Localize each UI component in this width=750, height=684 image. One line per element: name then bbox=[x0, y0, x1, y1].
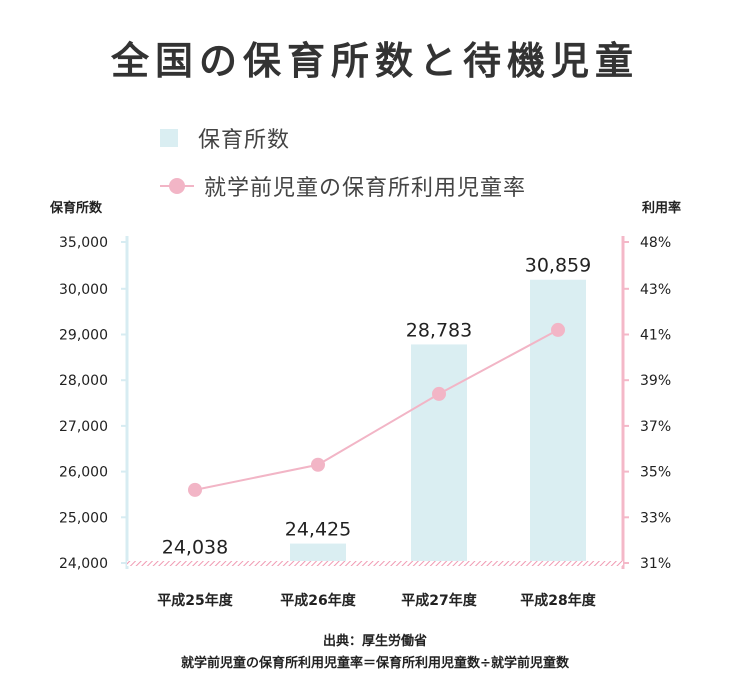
left-axis-tick-label: 25,000 bbox=[59, 510, 108, 526]
chart-title: 全国の保育所数と待機児童 bbox=[110, 39, 639, 83]
right-axis-tick-label: 31% bbox=[640, 556, 671, 572]
right-axis-title: 利用率 bbox=[642, 201, 682, 216]
bar-value-label: 28,783 bbox=[406, 319, 472, 341]
bar-value-label: 24,038 bbox=[162, 536, 228, 558]
legend-line-swatch bbox=[160, 177, 194, 195]
bar-value-label: 24,425 bbox=[285, 519, 351, 541]
legend-bar-swatch bbox=[160, 129, 178, 147]
left-axis-tick-label: 35,000 bbox=[59, 235, 108, 251]
left-axis-tick-label: 26,000 bbox=[59, 465, 108, 481]
left-axis-tick-label: 28,000 bbox=[59, 373, 108, 389]
category-label: 平成27年度 bbox=[401, 592, 477, 609]
bar bbox=[530, 279, 586, 563]
category-label: 平成25年度 bbox=[157, 592, 233, 609]
right-axis-tick-label: 48% bbox=[640, 235, 671, 251]
left-axis-tick-label: 29,000 bbox=[59, 328, 108, 344]
rate-point bbox=[188, 482, 202, 497]
rate-point bbox=[432, 386, 446, 401]
right-axis-tick-label: 43% bbox=[640, 282, 671, 298]
formula-note: 就学前児童の保育所利用児童率＝保育所利用児童数÷就学前児童数 bbox=[181, 656, 569, 671]
legend-line-label: 就学前児童の保育所利用児童率 bbox=[204, 176, 527, 201]
left-axis-title: 保育所数 bbox=[50, 201, 103, 216]
bar bbox=[411, 344, 467, 563]
left-axis-tick-label: 24,000 bbox=[59, 556, 108, 572]
right-axis-tick-label: 33% bbox=[640, 510, 671, 526]
source-note: 出典：厚生労働省 bbox=[322, 634, 427, 649]
left-axis-tick-label: 30,000 bbox=[59, 282, 108, 298]
rate-point bbox=[551, 322, 565, 337]
bar-value-label: 30,859 bbox=[525, 255, 591, 277]
rate-point bbox=[311, 457, 325, 472]
right-axis-tick-label: 35% bbox=[640, 465, 671, 481]
legend-item-line: 就学前児童の保育所利用児童率 bbox=[160, 170, 526, 202]
right-axis-tick-label: 41% bbox=[640, 328, 671, 344]
category-label: 平成26年度 bbox=[280, 592, 356, 609]
bar bbox=[290, 543, 346, 563]
category-label: 平成28年度 bbox=[520, 592, 596, 609]
baseline-hatch bbox=[127, 561, 623, 566]
rate-line bbox=[194, 329, 559, 491]
right-axis-tick-label: 39% bbox=[640, 373, 671, 389]
left-axis-tick-label: 27,000 bbox=[59, 419, 108, 435]
legend-bar-label: 保育所数 bbox=[198, 128, 291, 153]
legend-item-bar: 保育所数 bbox=[160, 122, 290, 154]
right-axis-tick-label: 37% bbox=[640, 419, 671, 435]
